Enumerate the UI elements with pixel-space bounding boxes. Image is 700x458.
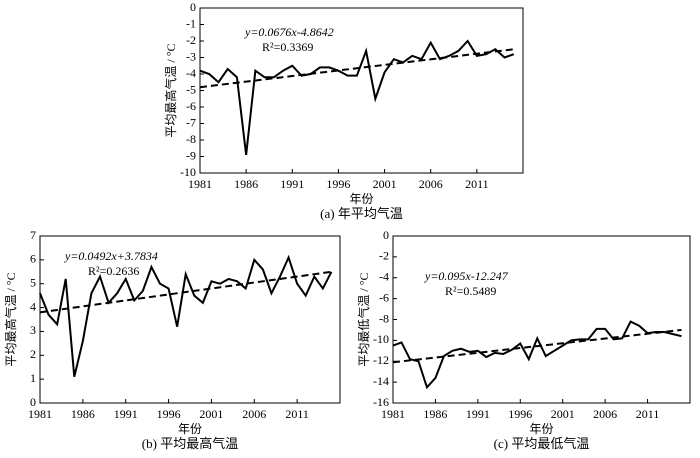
r-squared: R²=0.2636: [88, 264, 139, 278]
y-tick-label: -14: [373, 374, 389, 388]
x-tick-label: 1996: [157, 407, 181, 421]
x-tick-label: 1981: [188, 177, 212, 191]
y-tick-label: -10: [180, 165, 196, 179]
x-tick-label: 1991: [280, 177, 304, 191]
trend-line: [39, 270, 332, 314]
x-tick-label: 2001: [199, 407, 223, 421]
y-tick-label: -6: [379, 290, 389, 304]
x-tick-label: 1986: [234, 177, 258, 191]
y-tick-label: 0: [190, 0, 196, 14]
data-line: [39, 254, 333, 377]
x-axis-label: 年份: [349, 192, 373, 206]
y-tick-label: 4: [30, 299, 36, 313]
y-tick-label: -4: [186, 66, 196, 80]
y-tick-label: 0: [30, 395, 36, 409]
r-squared: R²=0.5489: [445, 284, 496, 298]
caption: (a) 年平均气温: [320, 206, 403, 221]
x-axis-label: 年份: [529, 422, 553, 436]
subplot: -16 -14 -12 -10 -8 -6 -4 -2 0 1981 1986 1991 1996 200…: [356, 228, 691, 451]
r-squared: R²=0.3369: [262, 40, 313, 54]
x-tick-label: 1986: [71, 407, 95, 421]
y-tick-label: -3: [186, 49, 196, 63]
y-tick-label: 2: [30, 347, 36, 361]
y-tick-label: -5: [186, 82, 196, 96]
trend-equation: y=0.095x-12.247: [424, 269, 509, 283]
trend-equation: y=0.0492x+3.7834: [64, 249, 158, 263]
x-tick-label: 1996: [326, 177, 350, 191]
x-tick-label: 1986: [423, 407, 447, 421]
x-tick-label: 1981: [381, 407, 405, 421]
caption: (b) 平均最高气温: [142, 436, 238, 451]
x-tick-label: 1991: [114, 407, 138, 421]
x-tick-label: 1981: [28, 407, 52, 421]
x-tick-label: 2006: [593, 407, 617, 421]
y-tick-label: -6: [186, 99, 196, 113]
x-tick-label: 2006: [419, 177, 443, 191]
x-tick-label: 1991: [466, 407, 490, 421]
y-tick-label: 0: [383, 228, 389, 242]
caption: (c) 平均最低气温: [494, 436, 590, 451]
y-tick-label: -9: [186, 148, 196, 162]
y-tick-label: -16: [373, 395, 389, 409]
plot-frame: [39, 235, 341, 404]
x-axis-label: 年份: [178, 422, 202, 436]
trend-equation: y=0.0676x-4.8642: [244, 25, 334, 39]
y-tick-label: -2: [379, 249, 389, 263]
subplot: 0 1 2 3 4 5 6 7 1981 1986 1991 1996 2001 2006 2011 年份 平均…: [3, 228, 341, 451]
y-tick-label: -7: [186, 115, 196, 129]
trend-line: [392, 328, 682, 364]
x-tick-label: 2001: [551, 407, 575, 421]
x-tick-label: 2001: [373, 177, 397, 191]
y-tick-label: -10: [373, 332, 389, 346]
y-tick-label: 6: [30, 252, 36, 266]
y-tick-label: 5: [30, 275, 36, 289]
y-tick-label: 3: [30, 323, 36, 337]
x-tick-label: 2011: [465, 177, 489, 191]
y-tick-label: 1: [30, 371, 36, 385]
trend-line: [199, 48, 514, 89]
y-axis-label: 平均最高气温 / °C: [3, 272, 18, 366]
y-tick-label: -1: [186, 16, 196, 30]
data-line: [392, 320, 682, 390]
y-axis-label: 平均最高气温 / °C: [163, 43, 178, 137]
x-tick-label: 2006: [242, 407, 266, 421]
x-tick-label: 2011: [636, 407, 660, 421]
plot-frame: [392, 235, 691, 404]
y-tick-label: -4: [379, 270, 389, 284]
y-axis-label: 平均最低气温 / °C: [356, 272, 371, 366]
y-tick-label: -2: [186, 33, 196, 47]
y-tick-label: 7: [30, 228, 36, 242]
y-tick-label: -12: [373, 353, 389, 367]
y-tick-label: -8: [379, 311, 389, 325]
x-tick-label: 1996: [508, 407, 532, 421]
data-line: [199, 39, 515, 155]
x-tick-label: 2011: [285, 407, 309, 421]
y-tick-label: -8: [186, 132, 196, 146]
